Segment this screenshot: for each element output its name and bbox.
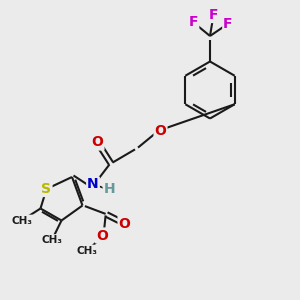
Text: F: F bbox=[223, 17, 233, 31]
Text: H: H bbox=[104, 182, 115, 196]
Text: CH₃: CH₃ bbox=[42, 235, 63, 245]
Text: O: O bbox=[154, 124, 166, 137]
Text: O: O bbox=[96, 229, 108, 242]
Text: N: N bbox=[87, 178, 99, 191]
Text: O: O bbox=[92, 136, 104, 149]
Text: CH₃: CH₃ bbox=[76, 245, 98, 256]
Text: S: S bbox=[41, 182, 52, 196]
Text: O: O bbox=[118, 217, 130, 230]
Text: F: F bbox=[208, 8, 218, 22]
Text: F: F bbox=[189, 16, 198, 29]
Text: CH₃: CH₃ bbox=[12, 215, 33, 226]
